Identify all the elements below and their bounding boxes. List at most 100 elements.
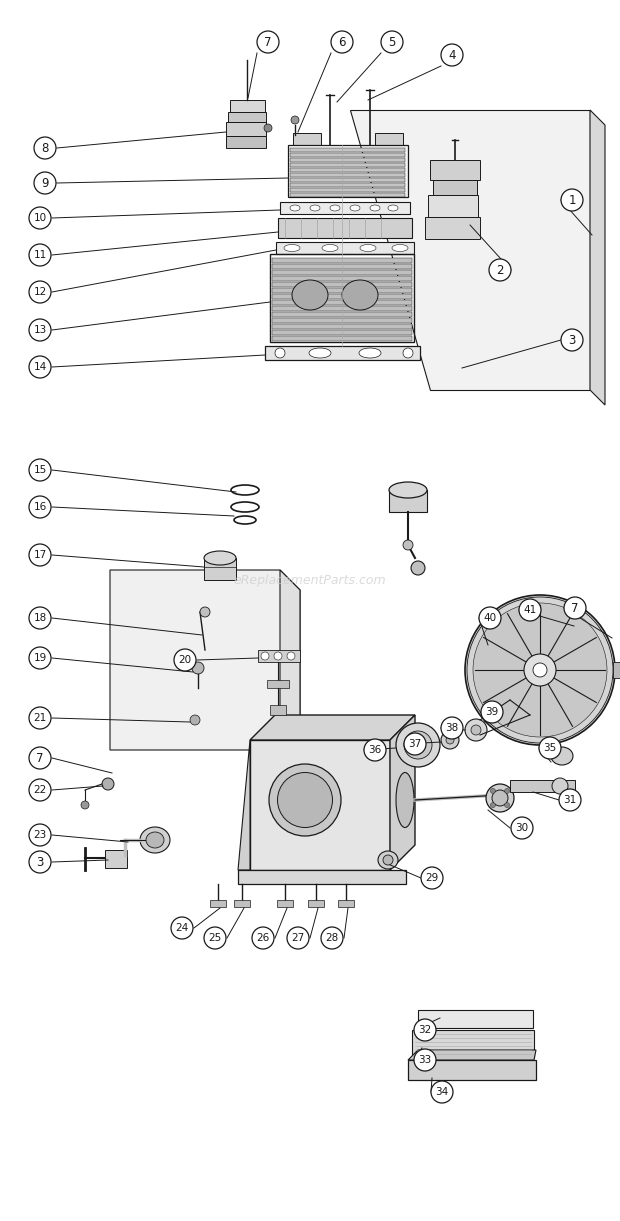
FancyBboxPatch shape [428,195,478,217]
Ellipse shape [342,280,378,310]
FancyBboxPatch shape [430,160,480,179]
Circle shape [29,357,51,379]
Circle shape [29,607,51,629]
Circle shape [29,707,51,729]
Text: 17: 17 [33,549,46,560]
Circle shape [252,927,274,949]
Text: 7: 7 [571,602,578,614]
Circle shape [479,607,501,629]
Ellipse shape [551,747,573,766]
Circle shape [414,1049,436,1071]
Circle shape [29,281,51,303]
Circle shape [321,927,343,949]
FancyBboxPatch shape [272,276,412,281]
FancyBboxPatch shape [272,282,412,287]
Ellipse shape [383,855,393,864]
Circle shape [29,459,51,481]
Circle shape [29,545,51,567]
FancyBboxPatch shape [272,324,412,328]
Circle shape [511,817,533,839]
Text: 38: 38 [445,723,459,733]
Circle shape [561,189,583,211]
Ellipse shape [290,205,300,211]
Text: 31: 31 [564,795,577,805]
FancyBboxPatch shape [272,336,412,341]
FancyBboxPatch shape [290,173,405,177]
FancyBboxPatch shape [290,153,405,158]
FancyBboxPatch shape [258,650,300,662]
Text: 20: 20 [179,654,192,665]
FancyBboxPatch shape [276,242,414,254]
Ellipse shape [284,244,300,252]
Ellipse shape [350,205,360,211]
Text: 25: 25 [208,933,221,943]
FancyBboxPatch shape [290,183,405,187]
Text: 3: 3 [37,856,43,868]
Circle shape [564,597,586,619]
FancyBboxPatch shape [412,1031,534,1059]
FancyBboxPatch shape [272,288,412,293]
Text: 24: 24 [175,923,188,933]
Ellipse shape [309,348,331,358]
Text: 39: 39 [485,707,498,717]
Text: 40: 40 [484,613,497,623]
Ellipse shape [486,784,514,812]
Circle shape [561,328,583,350]
FancyBboxPatch shape [290,148,405,151]
Text: 23: 23 [33,830,46,840]
Text: eReplacementParts.com: eReplacementParts.com [234,574,386,586]
Circle shape [403,540,413,549]
FancyBboxPatch shape [408,1060,536,1081]
FancyBboxPatch shape [105,850,127,868]
Text: 41: 41 [523,604,537,615]
FancyBboxPatch shape [272,317,412,324]
Circle shape [287,652,295,661]
FancyBboxPatch shape [290,168,405,172]
Polygon shape [590,110,605,405]
Circle shape [275,348,285,358]
Ellipse shape [465,719,487,741]
FancyBboxPatch shape [270,705,286,716]
Text: 36: 36 [368,745,382,755]
Circle shape [505,789,510,794]
Text: 4: 4 [448,49,456,61]
FancyBboxPatch shape [425,217,480,239]
Text: 30: 30 [515,823,529,833]
Circle shape [29,244,51,266]
Ellipse shape [140,827,170,853]
Circle shape [465,595,615,745]
Circle shape [102,778,114,790]
Ellipse shape [330,205,340,211]
Circle shape [29,824,51,846]
Text: 7: 7 [36,751,44,764]
Ellipse shape [441,731,459,748]
FancyBboxPatch shape [290,178,405,182]
Text: 8: 8 [42,142,49,155]
Text: 35: 35 [543,744,557,753]
Ellipse shape [378,851,398,869]
Text: 34: 34 [435,1087,449,1096]
Text: 9: 9 [42,177,49,189]
FancyBboxPatch shape [272,270,412,275]
Circle shape [421,867,443,889]
Text: 29: 29 [425,873,438,883]
Circle shape [533,663,547,676]
Text: 37: 37 [409,739,422,748]
Ellipse shape [322,244,338,252]
Circle shape [490,802,495,807]
Circle shape [190,716,200,725]
Ellipse shape [388,205,398,211]
FancyBboxPatch shape [234,900,250,907]
FancyBboxPatch shape [433,179,477,195]
Polygon shape [250,740,390,871]
FancyBboxPatch shape [226,122,266,136]
Text: 13: 13 [33,325,46,335]
Ellipse shape [310,205,320,211]
FancyBboxPatch shape [290,193,405,197]
Circle shape [200,607,210,617]
Ellipse shape [404,731,432,759]
Ellipse shape [269,764,341,836]
Text: 12: 12 [33,287,46,297]
Text: 28: 28 [326,933,339,943]
FancyBboxPatch shape [290,162,405,167]
